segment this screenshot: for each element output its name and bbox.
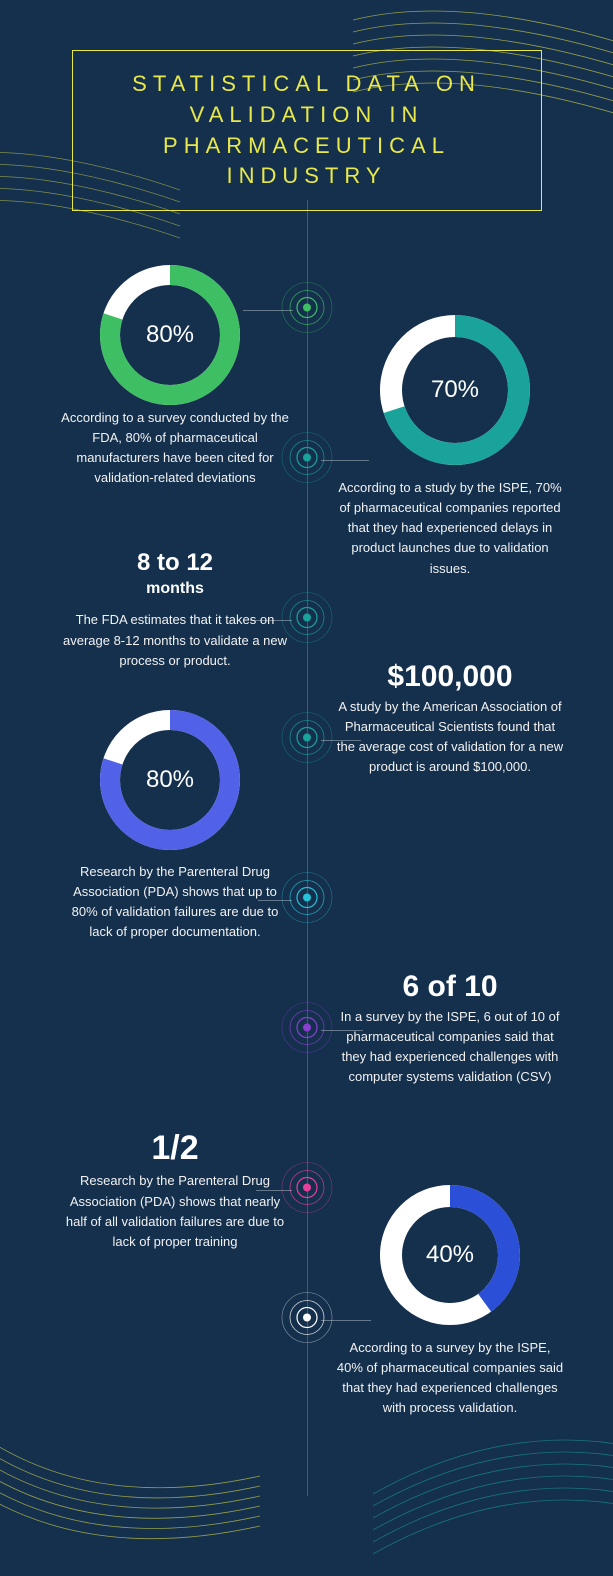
donut-chart: 70% (380, 315, 530, 465)
donut-value-label: 70% (431, 376, 479, 404)
stat-description: According to a survey conducted by the F… (60, 408, 290, 489)
stat-block: 8 to 12 months The FDA estimates that it t… (60, 550, 290, 671)
infographic-title: STATISTICAL DATA ON VALIDATION IN PHARMA… (93, 69, 521, 192)
stat-headline: 1/2 (60, 1130, 290, 1167)
stat-block: According to a survey by the ISPE, 40% o… (335, 1338, 565, 1419)
stat-description: According to a survey by the ISPE, 40% o… (335, 1338, 565, 1419)
stat-block: $100,000 A study by the American Associat… (335, 660, 565, 778)
stat-block: 1/2 Research by the Parenteral Drug Assoc… (60, 1130, 290, 1252)
donut-value-label: 40% (426, 1241, 474, 1269)
stat-description: Research by the Parenteral Drug Associat… (60, 862, 290, 943)
stat-description: The FDA estimates that it takes on avera… (60, 610, 290, 670)
decor-lines-bottom-left (0, 1396, 260, 1556)
stat-description: According to a study by the ISPE, 70% of… (335, 478, 565, 579)
donut-value-label: 80% (146, 321, 194, 349)
stat-headline: 8 to 12 (60, 550, 290, 576)
donut-chart: 80% (100, 265, 240, 405)
stat-headline: $100,000 (335, 660, 565, 693)
stat-description: In a survey by the ISPE, 6 out of 10 of … (335, 1007, 565, 1088)
title-box: STATISTICAL DATA ON VALIDATION IN PHARMA… (72, 50, 542, 211)
stat-headline: 6 of 10 (335, 970, 565, 1003)
stat-description: A study by the American Association of P… (335, 697, 565, 778)
donut-chart: 80% (100, 710, 240, 850)
stat-block: Research by the Parenteral Drug Associat… (60, 862, 290, 943)
stat-description: Research by the Parenteral Drug Associat… (60, 1171, 290, 1252)
donut-value-label: 80% (146, 766, 194, 794)
connector-line (321, 1320, 371, 1321)
connector-line (243, 310, 293, 311)
donut-chart: 40% (380, 1185, 520, 1325)
stat-block: 6 of 10 In a survey by the ISPE, 6 out of… (335, 970, 565, 1088)
stat-block: According to a study by the ISPE, 70% of… (335, 478, 565, 579)
decor-lines-bottom-right (373, 1396, 613, 1576)
stat-subhead: months (60, 580, 290, 598)
stat-block: According to a survey conducted by the F… (60, 408, 290, 489)
connector-line (321, 460, 369, 461)
